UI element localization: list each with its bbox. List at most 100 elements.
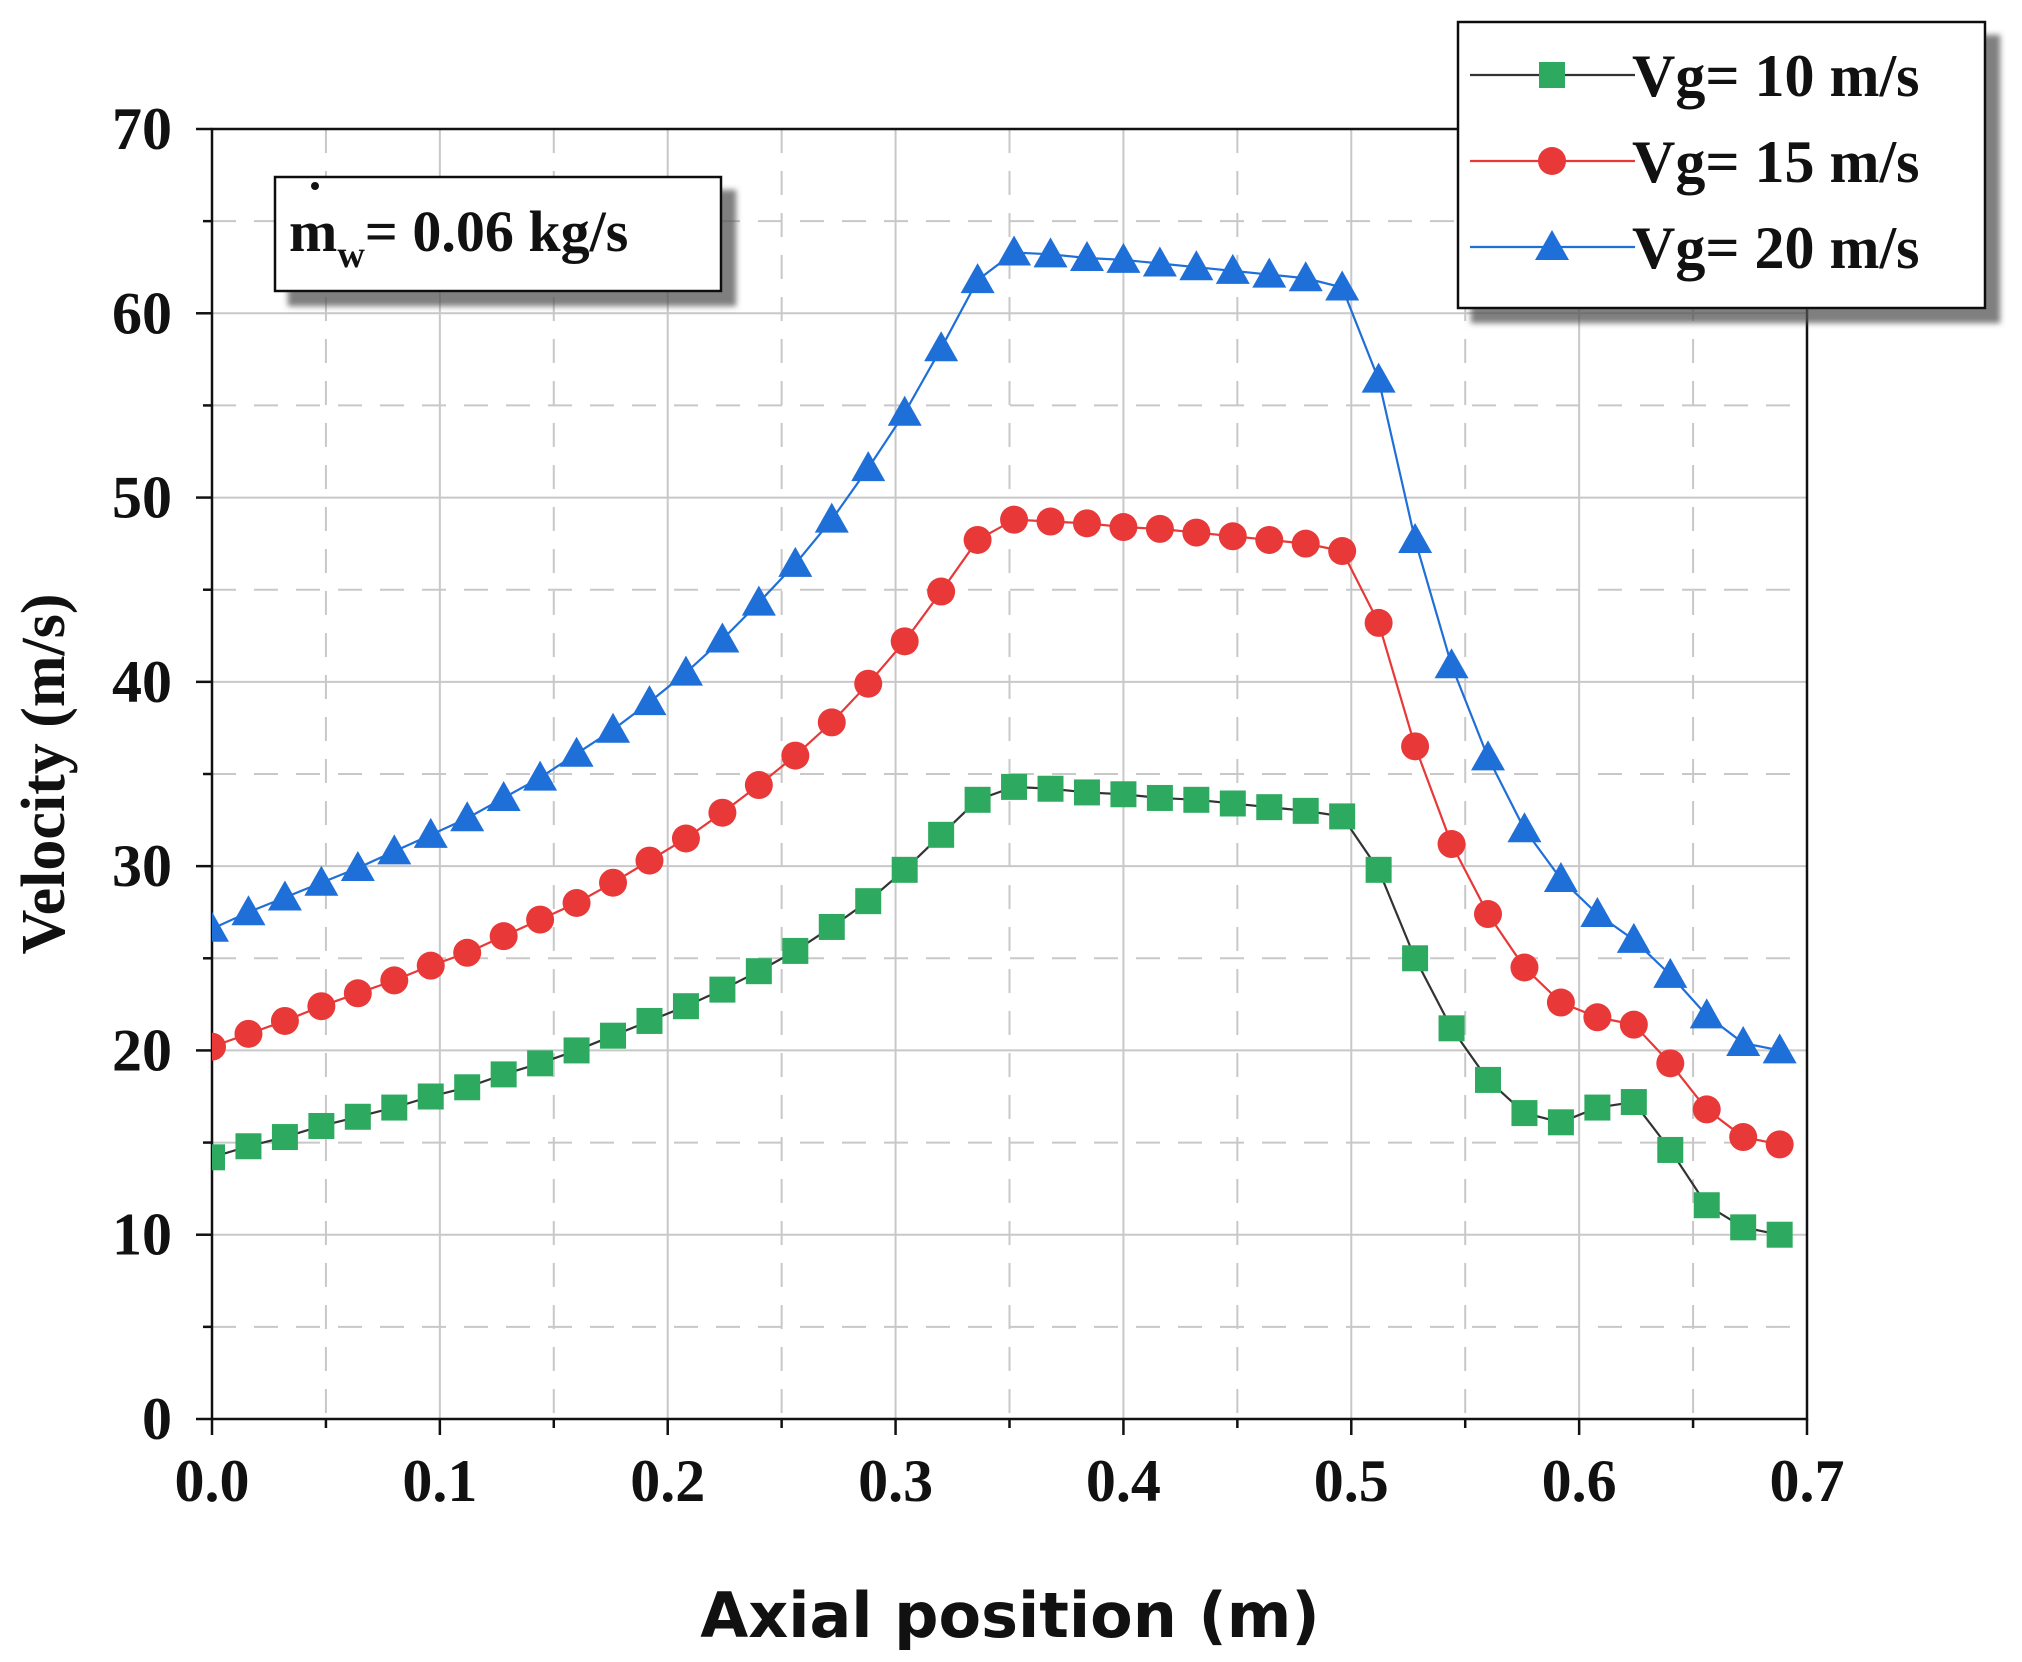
x-tick-label: 0.0 bbox=[175, 1448, 250, 1514]
data-point bbox=[231, 895, 266, 926]
data-point bbox=[1692, 1095, 1721, 1124]
data-point bbox=[1510, 953, 1539, 982]
data-point bbox=[1437, 830, 1466, 859]
data-point bbox=[817, 708, 846, 737]
data-point bbox=[1616, 922, 1651, 953]
data-point bbox=[527, 1050, 554, 1077]
data-point bbox=[1109, 513, 1138, 542]
data-point bbox=[304, 865, 339, 896]
data-point bbox=[416, 951, 445, 980]
data-point bbox=[417, 1083, 444, 1110]
data-point bbox=[343, 979, 372, 1008]
y-tick-label: 10 bbox=[112, 1202, 172, 1268]
data-point bbox=[600, 1022, 627, 1049]
axis-ticks: 0.0 0.1 0.2 0.3 0.4 0.5 0.6 0.7 0 10 20 30 40 50 60 70 bbox=[112, 96, 1845, 1514]
data-point bbox=[413, 817, 448, 848]
data-point bbox=[453, 938, 482, 967]
y-axis-title: Velocity (m/s) bbox=[10, 593, 78, 954]
data-point bbox=[1146, 784, 1173, 811]
data-point bbox=[450, 801, 485, 832]
data-point bbox=[708, 798, 737, 827]
data-point bbox=[1218, 522, 1247, 551]
data-point bbox=[635, 846, 664, 875]
legend-marker bbox=[1535, 230, 1569, 260]
data-point bbox=[997, 235, 1032, 266]
data-point bbox=[744, 771, 773, 800]
data-point bbox=[1215, 253, 1250, 284]
series-3 bbox=[212, 235, 1797, 1064]
series-line bbox=[212, 251, 1780, 1052]
data-point bbox=[741, 585, 776, 616]
data-point bbox=[1693, 1192, 1720, 1219]
data-point bbox=[1583, 1003, 1612, 1032]
data-point bbox=[1543, 862, 1578, 893]
annotation-box: mw= 0.06 kg/s bbox=[273, 175, 723, 293]
data-point bbox=[562, 889, 591, 917]
data-point bbox=[234, 1019, 263, 1048]
data-point bbox=[1507, 812, 1542, 843]
data-point bbox=[596, 712, 631, 743]
data-point bbox=[781, 741, 810, 770]
legend-item: Vg= 15 m/s bbox=[1470, 129, 1920, 195]
data-point bbox=[1000, 505, 1029, 534]
data-point bbox=[1361, 362, 1396, 393]
mass-flow-symbol: m bbox=[289, 199, 337, 264]
data-point bbox=[745, 958, 772, 985]
data-point bbox=[782, 937, 809, 964]
data-point bbox=[636, 1007, 663, 1034]
data-point bbox=[489, 922, 518, 951]
data-point bbox=[563, 1037, 590, 1064]
data-point bbox=[267, 880, 302, 911]
data-point bbox=[1584, 1094, 1611, 1121]
data-point bbox=[891, 856, 918, 883]
svg-text:mw= 0.06 kg/s: mw= 0.06 kg/s bbox=[289, 199, 628, 276]
data-point bbox=[1072, 509, 1101, 538]
series-line bbox=[212, 785, 1780, 1236]
data-point bbox=[486, 780, 521, 811]
data-point bbox=[1110, 781, 1137, 808]
data-point bbox=[1073, 779, 1100, 806]
x-tick-label: 0.7 bbox=[1770, 1448, 1845, 1514]
data-point bbox=[1402, 945, 1429, 972]
data-point bbox=[1401, 732, 1430, 761]
data-point bbox=[1001, 773, 1028, 800]
data-point bbox=[1726, 1026, 1761, 1057]
data-point bbox=[851, 451, 886, 482]
data-point bbox=[1036, 507, 1065, 536]
data-point bbox=[1145, 514, 1174, 543]
data-point bbox=[1619, 1010, 1648, 1039]
data-point bbox=[1292, 797, 1319, 824]
data-point bbox=[381, 1094, 408, 1121]
legend-marker bbox=[1539, 62, 1565, 88]
data-point bbox=[1620, 1089, 1647, 1116]
data-point bbox=[963, 525, 992, 554]
legend-label: Vg= 20 m/s bbox=[1632, 215, 1920, 281]
data-point bbox=[1438, 1015, 1465, 1042]
series-2 bbox=[212, 505, 1794, 1159]
data-point bbox=[927, 577, 956, 606]
data-point bbox=[1142, 246, 1177, 277]
data-point bbox=[270, 1006, 299, 1035]
data-point bbox=[523, 760, 558, 791]
y-tick-label: 60 bbox=[112, 280, 172, 346]
x-tick-label: 0.3 bbox=[858, 1448, 933, 1514]
data-point bbox=[377, 834, 412, 865]
data-point bbox=[890, 627, 919, 656]
data-point bbox=[1398, 522, 1433, 553]
y-tick-label: 70 bbox=[112, 96, 172, 162]
data-point bbox=[1219, 790, 1246, 817]
x-tick-label: 0.4 bbox=[1086, 1448, 1161, 1514]
data-point bbox=[1252, 257, 1287, 288]
data-point bbox=[490, 1061, 517, 1088]
data-point bbox=[1106, 242, 1141, 273]
data-point bbox=[709, 976, 736, 1003]
data-point bbox=[308, 1112, 335, 1139]
data-point bbox=[1434, 648, 1469, 679]
series-1 bbox=[212, 773, 1793, 1248]
data-point bbox=[1037, 775, 1064, 802]
data-point bbox=[1364, 608, 1393, 637]
mass-flow-subscript: w bbox=[337, 234, 365, 276]
data-point bbox=[235, 1133, 262, 1160]
data-point bbox=[559, 736, 594, 767]
x-tick-label: 0.2 bbox=[630, 1448, 705, 1514]
